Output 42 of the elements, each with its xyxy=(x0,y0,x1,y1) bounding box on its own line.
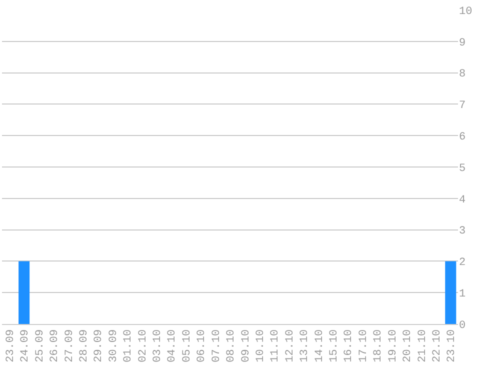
x-tick-label: 14.10 xyxy=(314,329,326,362)
y-tick-label: 7 xyxy=(459,100,466,112)
x-tick-label: 23.10 xyxy=(446,329,458,362)
x-tick-label: 22.10 xyxy=(432,329,444,362)
x-tick-label: 11.10 xyxy=(270,329,282,362)
y-tick-label: 3 xyxy=(459,226,466,238)
x-tick-label: 27.09 xyxy=(64,329,76,362)
y-tick-label: 5 xyxy=(459,162,466,175)
x-tick-label: 04.10 xyxy=(166,329,179,362)
x-tick-label: 25.09 xyxy=(34,329,46,362)
x-tick-label: 13.10 xyxy=(299,329,312,362)
x-tick-label: 18.10 xyxy=(372,329,385,362)
x-tick-label: 21.10 xyxy=(416,329,429,362)
x-tick-label: 24.09 xyxy=(20,329,32,362)
x-tick-label: 12.10 xyxy=(284,329,296,362)
x-tick-label: 07.10 xyxy=(210,329,223,362)
y-tick-label: 1 xyxy=(459,288,466,300)
y-tick-label: 10 xyxy=(459,6,472,18)
x-tick-label: 30.09 xyxy=(108,329,120,362)
x-tick-label: 02.10 xyxy=(137,329,150,362)
y-tick-label: 8 xyxy=(459,68,466,81)
x-tick-label: 06.10 xyxy=(196,329,208,362)
x-tick-label: 19.10 xyxy=(387,329,400,362)
y-tick-label: 9 xyxy=(459,37,466,50)
x-tick-label: 08.10 xyxy=(226,329,238,362)
x-tick-label: 29.09 xyxy=(93,329,106,362)
y-tick-label: 6 xyxy=(459,131,466,144)
y-tick-label: 2 xyxy=(459,257,466,270)
x-tick-label: 03.10 xyxy=(152,329,164,362)
x-tick-label: 16.10 xyxy=(343,329,356,362)
x-tick-label: 20.10 xyxy=(402,329,414,362)
x-tick-label: 10.10 xyxy=(254,329,267,362)
x-tick-label: 23.09 xyxy=(4,329,17,362)
y-tick-label: 4 xyxy=(459,194,466,206)
x-tick-label: 05.10 xyxy=(181,329,194,362)
x-tick-label: 17.10 xyxy=(358,329,370,362)
x-tick-label: 01.10 xyxy=(122,329,135,362)
x-tick-label: 09.10 xyxy=(240,329,252,362)
y-tick-label: 0 xyxy=(459,320,466,332)
x-tick-label: 15.10 xyxy=(328,329,341,362)
x-tick-label: 26.09 xyxy=(49,329,62,362)
x-tick-label: 28.09 xyxy=(78,329,90,362)
